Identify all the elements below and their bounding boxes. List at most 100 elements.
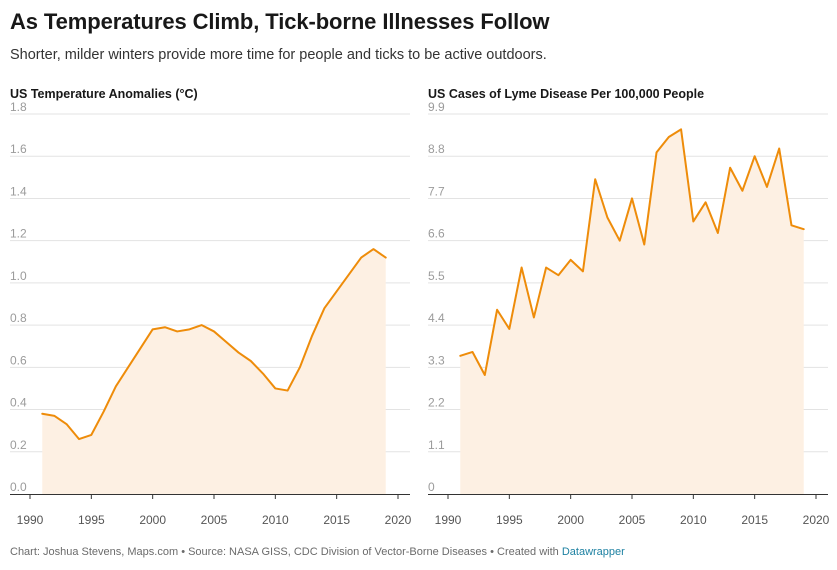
x-tick-label: 2020	[803, 513, 830, 527]
data-point[interactable]	[297, 364, 303, 370]
y-tick-label: 1.6	[10, 142, 27, 156]
x-tick-label: 2000	[557, 513, 584, 527]
x-tick-label: 2005	[619, 513, 646, 527]
x-tick-label: 1990	[17, 513, 44, 527]
data-point[interactable]	[678, 126, 684, 132]
data-point[interactable]	[321, 305, 327, 311]
data-point[interactable]	[470, 349, 476, 355]
x-tick-label: 2000	[139, 513, 166, 527]
data-point[interactable]	[88, 432, 94, 438]
x-tick-label: 2015	[323, 513, 350, 527]
x-tick-label: 2010	[262, 513, 289, 527]
x-tick-label: 2015	[741, 513, 768, 527]
data-point[interactable]	[101, 409, 107, 415]
panel-lyme: US Cases of Lyme Disease Per 100,000 Peo…	[428, 87, 830, 527]
data-point[interactable]	[346, 271, 352, 277]
data-point[interactable]	[764, 184, 770, 190]
data-point[interactable]	[383, 255, 389, 261]
data-point[interactable]	[260, 371, 266, 377]
data-point[interactable]	[211, 328, 217, 334]
y-tick-label: 2.2	[428, 396, 445, 410]
y-tick-label: 1.0	[10, 269, 27, 283]
data-point[interactable]	[358, 255, 364, 261]
y-tick-label: 0.6	[10, 353, 27, 367]
data-point[interactable]	[113, 383, 119, 389]
data-point[interactable]	[272, 385, 278, 391]
data-point[interactable]	[482, 372, 488, 378]
data-point[interactable]	[309, 333, 315, 339]
series-area	[460, 129, 804, 494]
x-tick-label: 1995	[496, 513, 523, 527]
y-tick-label: 4.4	[428, 311, 445, 325]
y-tick-label: 1.2	[10, 227, 27, 241]
y-tick-label: 8.8	[428, 142, 445, 156]
data-point[interactable]	[617, 238, 623, 244]
data-point[interactable]	[580, 268, 586, 274]
datawrapper-link[interactable]: Datawrapper	[561, 546, 625, 558]
y-tick-label: 1.1	[428, 438, 445, 452]
data-point[interactable]	[555, 272, 561, 278]
data-point[interactable]	[76, 436, 82, 442]
x-tick-label: 1990	[435, 513, 462, 527]
data-point[interactable]	[223, 339, 229, 345]
x-tick-label: 2010	[680, 513, 707, 527]
panel-temperature: US Temperature Anomalies (°C) 0.0 0.2 0.4 0.…	[10, 87, 412, 527]
data-point[interactable]	[199, 322, 205, 328]
data-point[interactable]	[174, 328, 180, 334]
y-tick-label: 5.5	[428, 269, 445, 283]
data-point[interactable]	[506, 326, 512, 332]
y-tick-label: 9.9	[428, 100, 445, 114]
data-point[interactable]	[703, 199, 709, 205]
data-point[interactable]	[519, 265, 525, 271]
data-point[interactable]	[52, 413, 58, 419]
data-point[interactable]	[666, 134, 672, 140]
data-point[interactable]	[39, 411, 45, 417]
y-tick-label: 0.2	[10, 438, 27, 452]
data-point[interactable]	[776, 146, 782, 152]
data-point[interactable]	[236, 350, 242, 356]
footer-source-text: Chart: Joshua Stevens, Maps.com • Source…	[10, 546, 559, 558]
data-point[interactable]	[568, 257, 574, 263]
data-point[interactable]	[457, 353, 463, 359]
data-point[interactable]	[654, 149, 660, 155]
data-point[interactable]	[629, 195, 635, 201]
y-tick-label: 1.4	[10, 184, 27, 198]
data-point[interactable]	[788, 222, 794, 228]
y-tick-label: 0.0	[10, 480, 27, 494]
y-tick-label: 0.4	[10, 396, 27, 410]
data-point[interactable]	[494, 307, 500, 313]
data-point[interactable]	[739, 188, 745, 194]
chart-title: As Temperatures Climb, Tick-borne Illnes…	[10, 9, 550, 34]
data-point[interactable]	[162, 324, 168, 330]
data-point[interactable]	[370, 246, 376, 252]
x-tick-label: 1995	[78, 513, 105, 527]
data-point[interactable]	[334, 288, 340, 294]
data-point[interactable]	[248, 358, 254, 364]
data-point[interactable]	[186, 326, 192, 332]
data-point[interactable]	[125, 364, 131, 370]
y-tick-label: 0.8	[10, 311, 27, 325]
data-point[interactable]	[531, 314, 537, 320]
data-point[interactable]	[543, 265, 549, 271]
x-tick-label: 2020	[385, 513, 412, 527]
y-tick-label: 3.3	[428, 353, 445, 367]
data-point[interactable]	[752, 153, 758, 159]
data-point[interactable]	[285, 388, 291, 394]
y-tick-label: 6.6	[428, 227, 445, 241]
data-point[interactable]	[715, 230, 721, 236]
data-point[interactable]	[150, 326, 156, 332]
data-point[interactable]	[64, 421, 70, 427]
data-point[interactable]	[592, 176, 598, 182]
data-point[interactable]	[641, 242, 647, 248]
data-point[interactable]	[604, 215, 610, 221]
data-point[interactable]	[801, 226, 807, 232]
series-line	[41, 248, 387, 441]
chart-subtitle: Shorter, milder winters provide more tim…	[10, 47, 547, 63]
panel-title: US Temperature Anomalies (°C)	[10, 87, 198, 101]
data-point[interactable]	[727, 165, 733, 171]
data-point[interactable]	[690, 218, 696, 224]
data-point[interactable]	[137, 345, 143, 351]
y-tick-label: 1.8	[10, 100, 27, 114]
footer-credits: Chart: Joshua Stevens, Maps.com • Source…	[10, 546, 625, 558]
panel-title: US Cases of Lyme Disease Per 100,000 Peo…	[428, 87, 704, 101]
